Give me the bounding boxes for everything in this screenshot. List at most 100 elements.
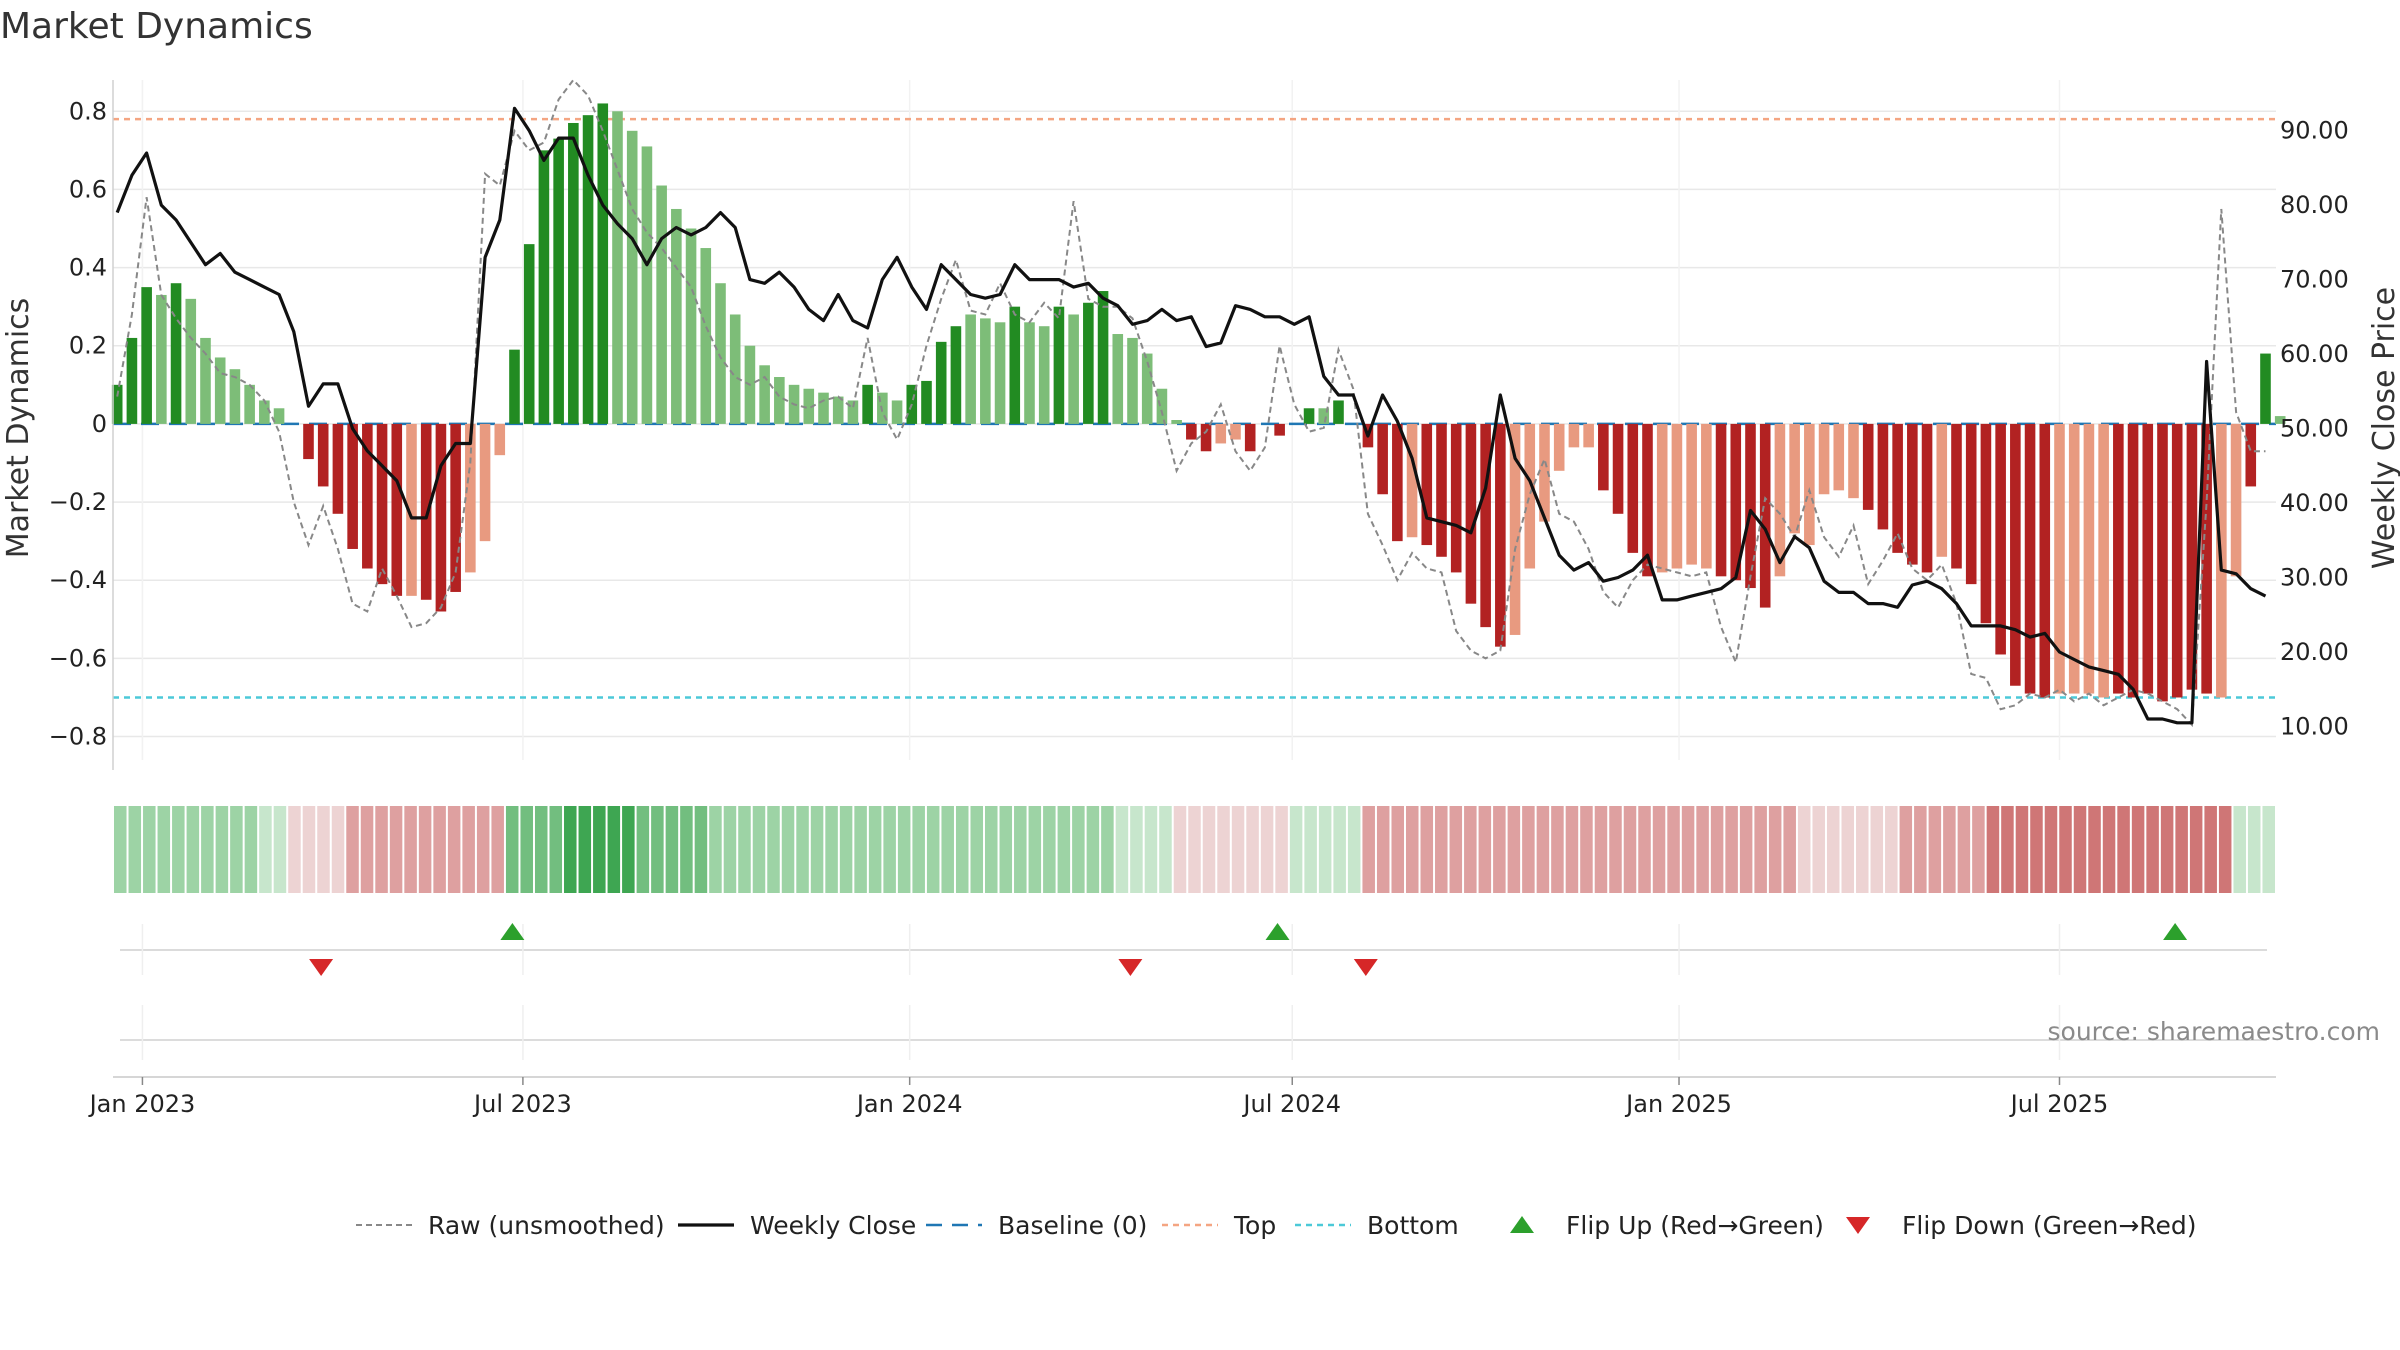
legend-label-top: Top (1233, 1211, 1276, 1240)
momentum-bar-3 (156, 294, 167, 424)
flip-markers-panel (120, 923, 2267, 976)
strip-cell-139 (2131, 806, 2145, 893)
strip-cell-124 (1914, 806, 1927, 893)
strip-cell-51 (854, 806, 867, 893)
momentum-bar-127 (1980, 423, 1992, 624)
strip-cell-35 (622, 806, 635, 893)
momentum-bar-55 (921, 380, 932, 424)
left-y-axis: 0.8 0.6 0.4 0.2 0 −0.2 −0.4 −0.6 −0.8 (49, 80, 114, 770)
momentum-bar-128 (1995, 423, 2006, 655)
momentum-bar-29 (538, 150, 550, 424)
momentum-bar-93 (1480, 423, 1491, 628)
flip-down-marker-0 (309, 959, 334, 976)
strip-cell-63 (1028, 806, 1042, 893)
momentum-bar-28 (523, 244, 535, 424)
momentum-bar-131 (2039, 423, 2051, 698)
strip-cell-45 (767, 806, 780, 893)
legend-label-flipdown: Flip Down (Green→Red) (1902, 1211, 2197, 1240)
strip-cell-42 (723, 806, 737, 893)
strip-cell-107 (1667, 806, 1680, 893)
strip-cell-136 (2088, 806, 2101, 893)
strip-cell-122 (1885, 806, 1898, 893)
strip-cell-145 (2218, 806, 2232, 893)
momentum-bar-33 (597, 103, 609, 424)
momentum-bar-75 (1215, 423, 1227, 444)
legend-label-baseline: Baseline (0) (998, 1211, 1147, 1240)
momentum-bar-15 (332, 423, 344, 514)
strip-cell-34 (607, 806, 621, 893)
flip-up-marker-0 (500, 923, 525, 940)
strip-cell-53 (883, 806, 896, 893)
strip-cell-121 (1870, 806, 1884, 893)
strip-cell-29 (534, 806, 548, 893)
strip-cell-110 (1710, 806, 1724, 893)
momentum-bar-57 (950, 326, 962, 424)
strip-cell-61 (999, 806, 1013, 893)
momentum-bar-138 (2142, 423, 2154, 694)
momentum-bar-139 (2157, 423, 2168, 702)
y-axis-label-left: Market Dynamics (1, 298, 36, 559)
momentum-bar-134 (2083, 423, 2095, 694)
momentum-bar-118 (1848, 423, 1859, 499)
strip-cell-48 (810, 806, 824, 893)
momentum-bar-129 (2010, 423, 2021, 686)
strip-cell-18 (375, 806, 388, 893)
momentum-bar-87 (1392, 423, 1403, 542)
x-tick-label-4: Jan 2025 (1624, 1090, 1732, 1118)
strip-cell-91 (1435, 806, 1448, 893)
raw-series (116, 78, 2266, 728)
momentum-bar-106 (1671, 423, 1683, 569)
bar-series (111, 103, 2286, 702)
strip-cell-6 (201, 806, 214, 893)
strip-cell-57 (941, 806, 954, 893)
legend-swatch-flipdown (1846, 1217, 1870, 1234)
momentum-bar-31 (568, 122, 579, 424)
momentum-bar-64 (1053, 306, 1065, 424)
momentum-bar-26 (494, 423, 506, 456)
momentum-bar-141 (2186, 423, 2198, 690)
strip-cell-8 (230, 806, 243, 893)
strip-cell-140 (2146, 806, 2159, 893)
strip-cell-94 (1478, 806, 1492, 893)
strip-cell-135 (2073, 806, 2087, 893)
strip-cell-14 (317, 806, 330, 893)
momentum-bar-2 (141, 287, 152, 424)
momentum-bar-137 (2127, 423, 2139, 698)
momentum-bar-21 (420, 423, 432, 600)
strip-cell-27 (505, 806, 519, 893)
legend-label-flipup: Flip Up (Red→Green) (1566, 1211, 1824, 1240)
strip-cell-103 (1609, 806, 1622, 893)
momentum-bar-11 (273, 408, 285, 424)
momentum-bar-18 (376, 423, 388, 585)
momentum-bar-126 (1965, 423, 1977, 585)
strip-cell-132 (2030, 806, 2043, 893)
momentum-bar-10 (259, 400, 270, 424)
momentum-bar-124 (1936, 423, 1948, 557)
strip-cell-88 (1391, 806, 1404, 893)
momentum-bar-36 (641, 146, 653, 424)
strip-cell-64 (1043, 806, 1056, 893)
strip-cell-73 (1173, 806, 1187, 893)
momentum-bar-74 (1200, 423, 1212, 452)
flip-up-marker-1 (1265, 923, 1290, 940)
strip-cell-134 (2059, 806, 2072, 893)
momentum-bar-89 (1421, 423, 1433, 546)
momentum-bar-108 (1701, 423, 1712, 569)
strip-cell-100 (1565, 806, 1579, 893)
momentum-bar-92 (1465, 423, 1477, 604)
momentum-bar-40 (700, 248, 712, 424)
flip-down-marker-2 (1353, 959, 1378, 976)
strip-cell-47 (796, 806, 809, 893)
momentum-bar-97 (1539, 423, 1550, 522)
momentum-bar-69 (1127, 337, 1138, 424)
momentum-bar-7 (214, 357, 226, 424)
strip-cell-119 (1841, 806, 1855, 893)
strip-cell-65 (1057, 806, 1071, 893)
x-tick-label-3: Jul 2024 (1241, 1090, 1341, 1118)
momentum-bar-96 (1524, 423, 1536, 569)
momentum-bar-112 (1759, 423, 1771, 608)
momentum-bar-24 (465, 423, 476, 573)
legend-label-bottom: Bottom (1367, 1211, 1459, 1240)
momentum-bar-13 (303, 423, 314, 460)
strip-cell-99 (1551, 806, 1564, 893)
